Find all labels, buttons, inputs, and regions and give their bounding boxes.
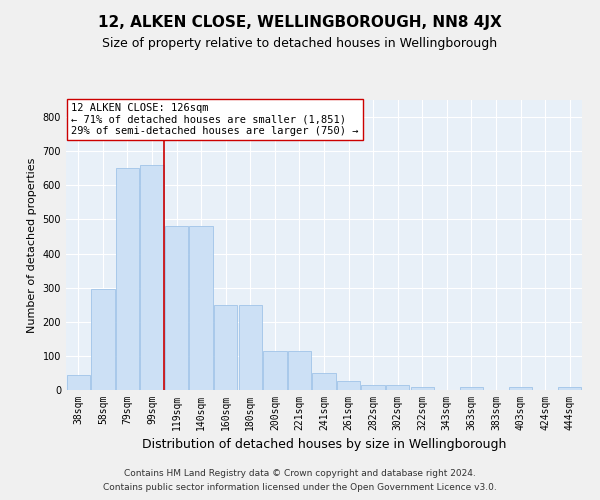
- Bar: [165, 226, 188, 390]
- Bar: [509, 388, 532, 390]
- Bar: [313, 373, 335, 390]
- Text: Contains public sector information licensed under the Open Government Licence v3: Contains public sector information licen…: [103, 484, 497, 492]
- X-axis label: Distribution of detached houses by size in Wellingborough: Distribution of detached houses by size …: [142, 438, 506, 452]
- Bar: [361, 385, 385, 390]
- Bar: [460, 388, 483, 390]
- Bar: [288, 352, 311, 390]
- Text: 12, ALKEN CLOSE, WELLINGBOROUGH, NN8 4JX: 12, ALKEN CLOSE, WELLINGBOROUGH, NN8 4JX: [98, 15, 502, 30]
- Bar: [239, 304, 262, 390]
- Text: 12 ALKEN CLOSE: 126sqm
← 71% of detached houses are smaller (1,851)
29% of semi-: 12 ALKEN CLOSE: 126sqm ← 71% of detached…: [71, 103, 359, 136]
- Bar: [116, 168, 139, 390]
- Bar: [558, 388, 581, 390]
- Bar: [67, 374, 90, 390]
- Bar: [337, 382, 360, 390]
- Bar: [140, 165, 164, 390]
- Text: Contains HM Land Registry data © Crown copyright and database right 2024.: Contains HM Land Registry data © Crown c…: [124, 468, 476, 477]
- Bar: [214, 304, 238, 390]
- Bar: [386, 385, 409, 390]
- Bar: [91, 290, 115, 390]
- Y-axis label: Number of detached properties: Number of detached properties: [27, 158, 37, 332]
- Bar: [263, 352, 287, 390]
- Bar: [190, 226, 213, 390]
- Bar: [410, 388, 434, 390]
- Text: Size of property relative to detached houses in Wellingborough: Size of property relative to detached ho…: [103, 38, 497, 51]
